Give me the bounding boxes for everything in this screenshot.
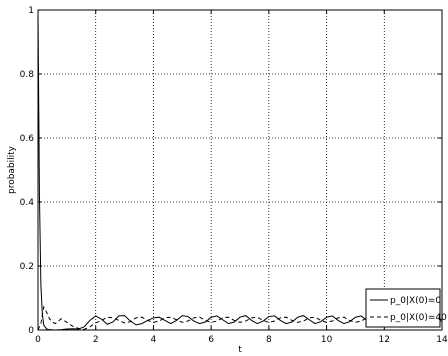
ticks: 0 2 4 6 8 10 12 14 0 0.2 0.4 0.6 0.8 1: [20, 6, 448, 345]
y-tick-label: 0.8: [20, 70, 35, 80]
x-tick-label: 8: [266, 335, 272, 345]
x-tick-label: 12: [379, 335, 390, 345]
x-tick-label: 14: [436, 335, 448, 345]
legend-label-series-2: p_0|X(0)=40: [390, 313, 447, 323]
x-tick-label: 10: [321, 335, 333, 345]
x-tick-label: 4: [151, 335, 157, 345]
legend-label-series-1: p_0|X(0)=0: [390, 296, 441, 306]
x-tick-label: 2: [93, 335, 99, 345]
x-axis-label: t: [238, 345, 242, 355]
grid: [38, 10, 442, 330]
x-tick-label: 6: [208, 335, 214, 345]
y-axis-label: probability: [7, 145, 17, 194]
series-layer: [37, 9, 443, 331]
legend-box: [365, 288, 441, 328]
y-tick-label: 0.2: [20, 262, 34, 272]
y-tick-label: 0.6: [20, 134, 35, 144]
plot-frame: [37, 9, 443, 331]
series-line-1: [37, 9, 443, 331]
y-tick-label: 0.4: [20, 198, 35, 208]
y-tick-label: 1: [28, 6, 34, 16]
y-tick-label: 0: [28, 326, 34, 336]
legend: p_0|X(0)=0 p_0|X(0)=40: [365, 288, 447, 328]
x-tick-label: 0: [35, 335, 41, 345]
